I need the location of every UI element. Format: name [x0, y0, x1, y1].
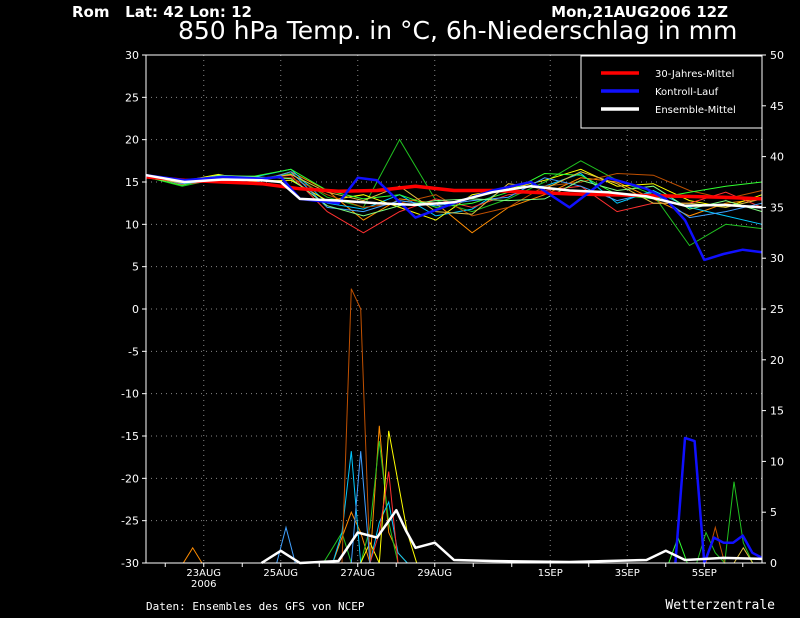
plot-frame: [145, 54, 763, 564]
x-tick-label: 25AUG: [263, 568, 298, 579]
y-right-tick-label: 20: [770, 354, 784, 367]
x-tick-label: 29AUG: [417, 568, 452, 579]
y-right-tick-label: 25: [770, 303, 784, 316]
y-left-tick-label: 5: [132, 261, 139, 274]
y-right-tick-label: 10: [770, 455, 784, 468]
series-kontroll-lauf-niederschlag: [674, 436, 763, 565]
ensemble-member-temp: [145, 168, 763, 208]
x-tick-label: 3SEP: [615, 568, 640, 579]
y-right-tick-label: 30: [770, 252, 784, 265]
ensemble-member-precip: [146, 471, 762, 564]
ensemble-member-precip: [146, 430, 762, 564]
y-left-tick-label: -30: [121, 557, 139, 570]
legend-label-ensemble-mittel: Ensemble-Mittel: [655, 105, 736, 116]
y-left-tick-label: 10: [125, 218, 139, 231]
data-source-credit: Daten: Ensembles des GFS von NCEP: [146, 600, 365, 613]
y-left-tick-label: -20: [121, 472, 139, 485]
location-header: Rom Lat: 42 Lon: 12: [72, 3, 252, 21]
ensemble-member-temp: [145, 174, 763, 217]
x-tick-label: 5SEP: [692, 568, 717, 579]
y-left-tick-label: -10: [121, 388, 139, 401]
y-right-tick-label: 50: [770, 49, 784, 62]
run-date-header: Mon,21AUG2006 12Z: [551, 3, 728, 21]
ensemble-member-precip: [146, 425, 762, 564]
y-left-tick-label: 0: [132, 303, 139, 316]
brand-credit: Wetterzentrale: [665, 598, 775, 613]
x-tick-sublabel: 2006: [191, 579, 216, 590]
grid: [146, 55, 762, 563]
legend: 30-Jahres-Mittel Kontroll-Lauf Ensemble-Mi…: [580, 55, 763, 129]
ensemble-member-precip: [146, 288, 762, 564]
y-right-tick-label: 35: [770, 201, 784, 214]
ensemble-member-precip: [146, 451, 762, 564]
x-tick-label: 23AUG: [186, 568, 221, 579]
y-left-tick-label: 25: [125, 91, 139, 104]
ensemble-member-precip: [146, 451, 762, 564]
x-tick-label: 27AUG: [340, 568, 375, 579]
axes: -30 -25 -20 -15 -10 -5 0 5 10 15 20 25 30 0 5 10 15 20 25 3…: [121, 49, 784, 590]
y-left-tick-label: -25: [121, 515, 139, 528]
series-ensemble-mittel: [145, 173, 763, 209]
legend-label-kontroll-lauf: Kontroll-Lauf: [655, 87, 719, 98]
chart-title: 850 hPa Temp. in °C, 6h-Niederschlag in …: [178, 16, 738, 45]
ensemble-member-temp: [145, 138, 763, 247]
y-right-tick-label: 0: [770, 557, 777, 570]
x-tick-label: 1SEP: [538, 568, 563, 579]
ensemble-member-precip: [146, 441, 762, 565]
y-right-tick-label: 5: [770, 506, 777, 519]
y-left-tick-label: 20: [125, 134, 139, 147]
y-left-tick-label: -5: [128, 345, 139, 358]
y-right-tick-label: 45: [770, 100, 784, 113]
y-left-tick-label: -15: [121, 430, 139, 443]
legend-label-30-jahres-mittel: 30-Jahres-Mittel: [655, 69, 734, 80]
main-series: [145, 173, 763, 565]
y-right-tick-label: 15: [770, 405, 784, 418]
y-left-tick-label: 15: [125, 176, 139, 189]
y-left-tick-label: 30: [125, 49, 139, 62]
y-right-tick-label: 40: [770, 151, 784, 164]
series-ensemble-mittel-niederschlag: [260, 508, 763, 565]
